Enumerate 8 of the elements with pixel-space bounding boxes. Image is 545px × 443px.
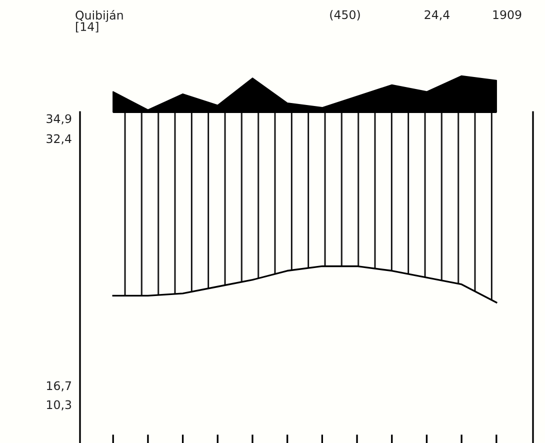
text: 32,4 bbox=[46, 134, 72, 144]
text: 34,9 bbox=[46, 114, 72, 124]
text: 10,3 bbox=[47, 400, 72, 410]
text: 1909 bbox=[493, 10, 522, 20]
text: 24,4 bbox=[424, 10, 450, 20]
text: (450) bbox=[330, 10, 360, 21]
text: 16,7 bbox=[47, 381, 71, 392]
text: Quibiján [14] bbox=[76, 10, 123, 32]
